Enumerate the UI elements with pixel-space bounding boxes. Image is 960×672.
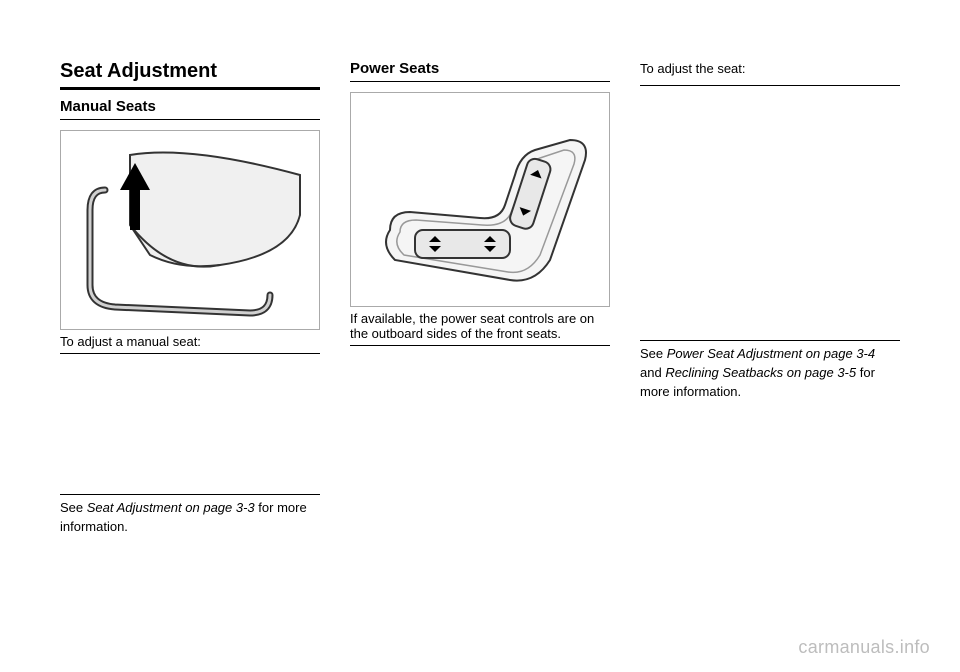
crossref3-prefix: See (640, 346, 667, 361)
power-seat-svg (360, 100, 600, 300)
power-seat-figure (350, 92, 610, 307)
col3-spacer (640, 90, 900, 330)
columns-container: Seat Adjustment Manual Seats (60, 60, 900, 537)
manual-seat-cross-ref: See Seat Adjustment on page 3-3 for more… (60, 494, 320, 537)
manual-seat-caption: To adjust a manual seat: (60, 334, 320, 354)
crossref3-mid: and (640, 365, 665, 380)
subtitle-rule-2 (350, 81, 610, 82)
column-1: Seat Adjustment Manual Seats (60, 60, 320, 537)
watermark-text: carmanuals.info (798, 637, 930, 658)
crossref-prefix: See (60, 500, 87, 515)
column-3: To adjust the seat: See Power Seat Adjus… (640, 60, 900, 537)
column-2: Power Seats (350, 60, 610, 537)
adjust-seat-lead: To adjust the seat: (640, 60, 900, 86)
subtitle-rule-1 (60, 119, 320, 120)
section-title-rule (60, 87, 320, 90)
power-seats-subtitle: Power Seats (350, 60, 610, 77)
crossref-link-power-seat: Power Seat Adjustment on page 3-4 (667, 346, 875, 361)
crossref-link-seat-adjustment: Seat Adjustment on page 3-3 (87, 500, 255, 515)
crossref-link-reclining: Reclining Seatbacks on page 3-5 (665, 365, 856, 380)
section-title: Seat Adjustment (60, 60, 320, 83)
power-seat-caption: If available, the power seat controls ar… (350, 311, 610, 346)
col1-spacer (60, 364, 320, 484)
manual-seat-figure (60, 130, 320, 330)
power-seat-cross-ref: See Power Seat Adjustment on page 3-4 an… (640, 340, 900, 402)
manual-seats-subtitle: Manual Seats (60, 98, 320, 115)
manual-seat-svg (70, 135, 310, 325)
page: Seat Adjustment Manual Seats (0, 0, 960, 672)
